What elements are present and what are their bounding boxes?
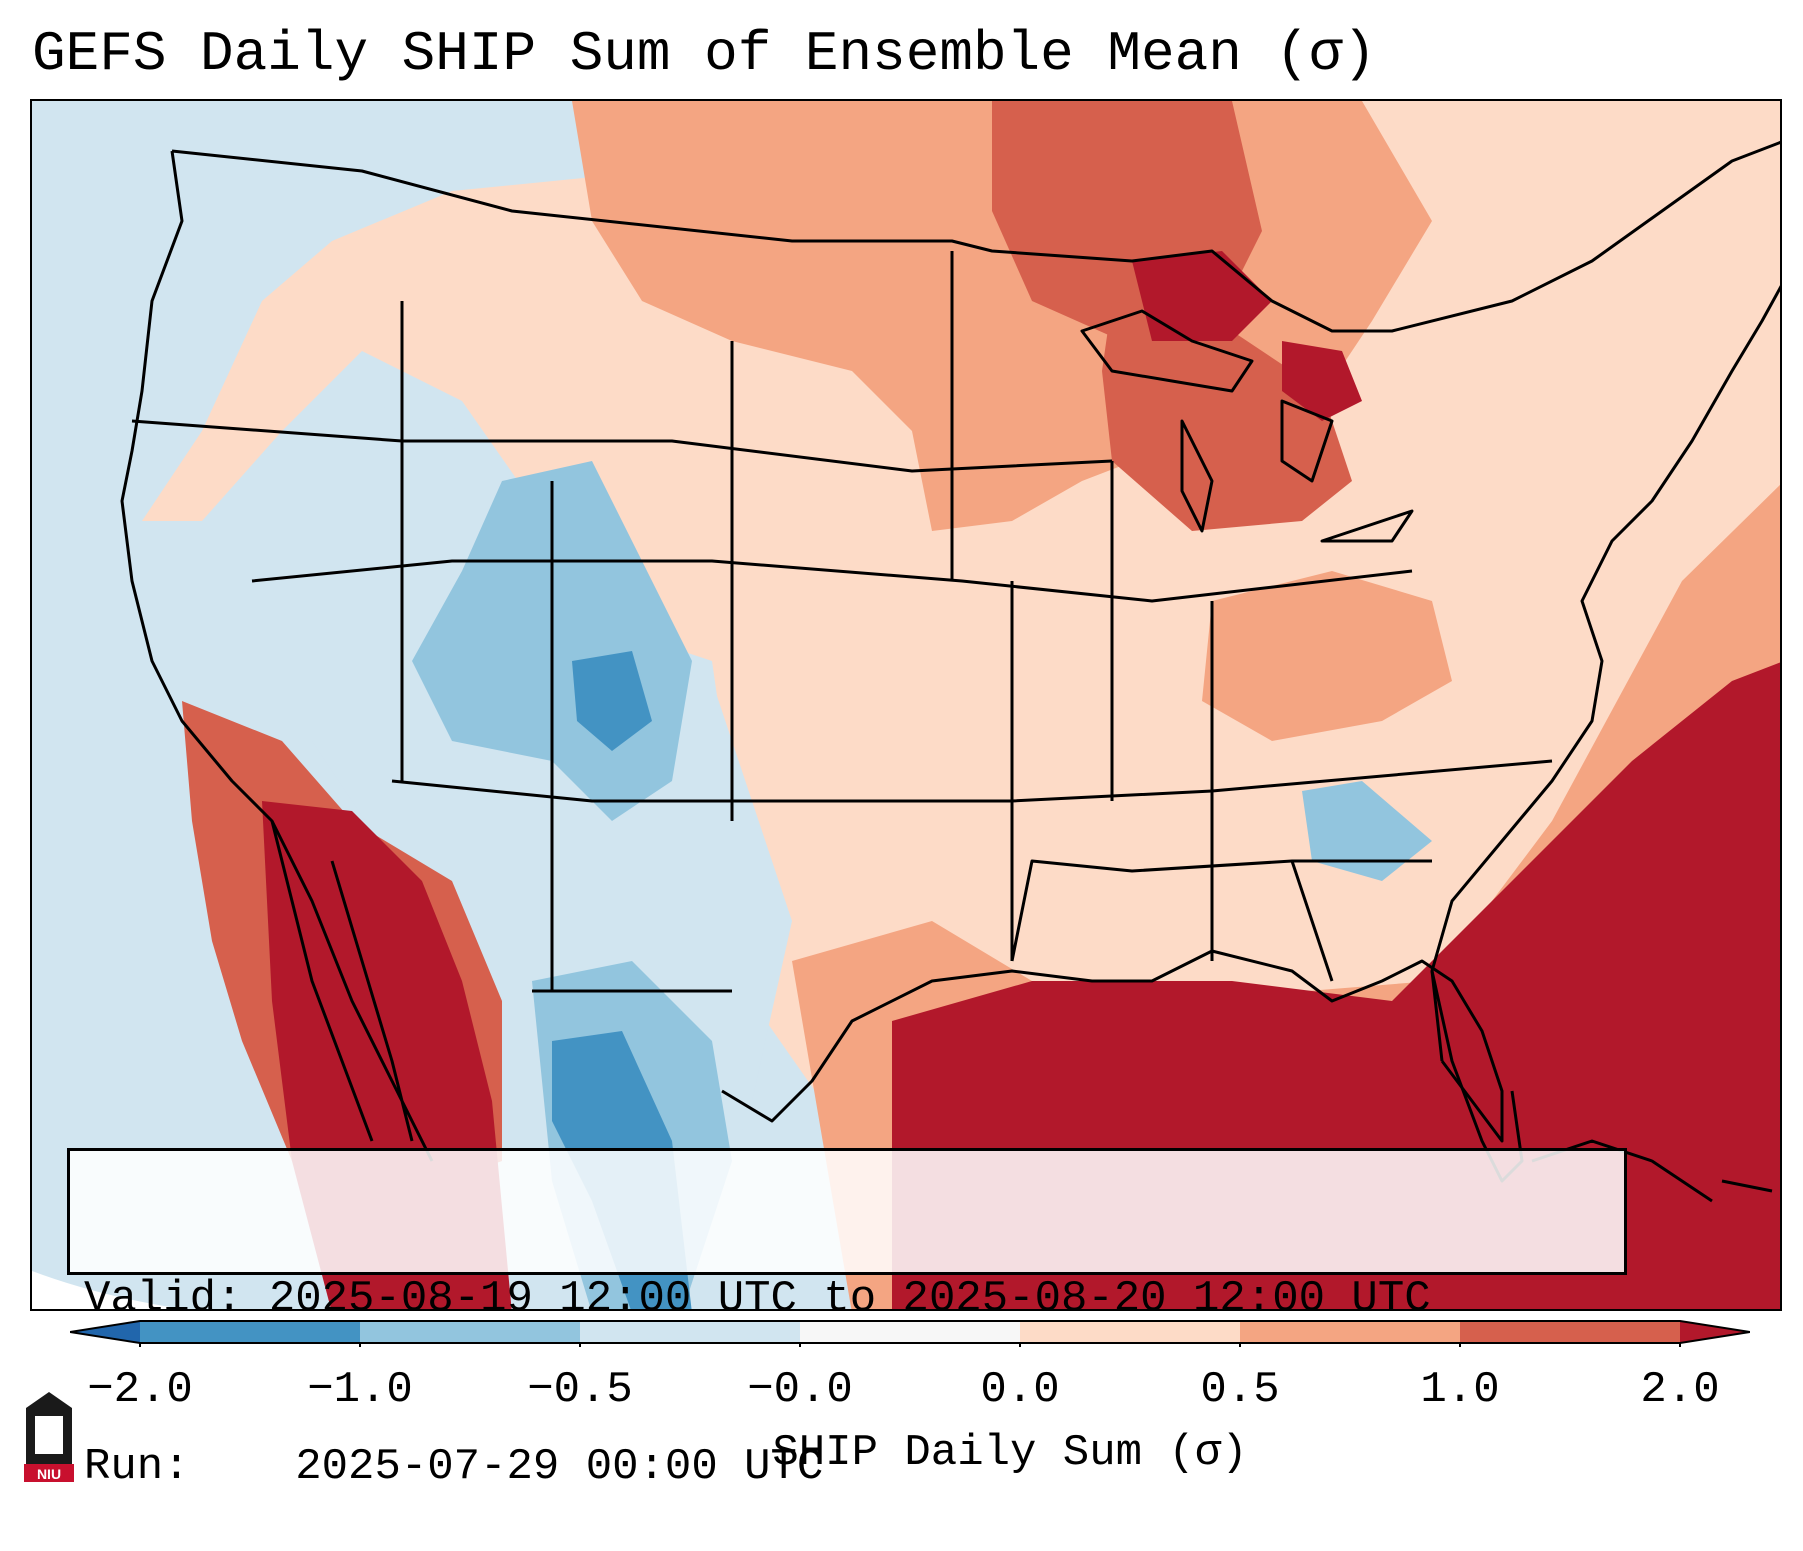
state-line-gulf [532, 859, 1432, 993]
logo-banner [24, 1464, 74, 1482]
colorbar-segment [1460, 1321, 1681, 1343]
colorbar-tick-label: −2.0 [87, 1365, 193, 1415]
west-coast [120, 150, 374, 1142]
logo-window-icon [35, 1416, 63, 1454]
anomaly-positive-moderate-ohio [1202, 571, 1452, 741]
map-canvas [32, 101, 1780, 1309]
colorbar-extend-low [70, 1321, 140, 1343]
colorbar-segment [800, 1321, 1021, 1343]
colorbar-segment [580, 1321, 801, 1343]
valid-line: Valid: 2025-08-19 12:00 UTC to 2025-08-2… [84, 1271, 1624, 1327]
anomaly-positive-extreme-huron [1282, 341, 1362, 421]
colorbar-label: SHIP Daily Sum (σ) [772, 1428, 1248, 1478]
colorbar-segment [140, 1321, 361, 1343]
colorbar-tick-label: −0.0 [747, 1365, 853, 1415]
colorbar-tick-label: −1.0 [307, 1365, 413, 1415]
gulf-coast [721, 949, 1504, 1143]
state-line-southern [391, 759, 1553, 803]
missing-data-region [32, 1271, 183, 1309]
anomaly-negative-southeast [1302, 781, 1432, 881]
us-canada-border [171, 140, 1780, 333]
valid-label: Valid: [84, 1274, 243, 1324]
east-coast [1430, 285, 1780, 1062]
mexico-coast [270, 820, 434, 1162]
validity-info-box: Valid: 2025-08-19 12:00 UTC to 2025-08-2… [67, 1148, 1627, 1492]
colorbar [70, 1320, 1750, 1347]
run-label: Run: [84, 1442, 190, 1492]
niu-logo: NIU [24, 1392, 74, 1482]
colorbar-tick-label: −0.5 [527, 1365, 633, 1415]
chart-title: GEFS Daily SHIP Sum of Ensemble Mean (σ) [32, 22, 1377, 86]
colorbar-tick-label: 1.0 [1420, 1365, 1500, 1415]
logo-text: NIU [37, 1466, 61, 1482]
valid-value: 2025-08-19 12:00 UTC to 2025-08-20 12:00… [268, 1274, 1431, 1324]
state-line-meridional [400, 251, 1334, 991]
state-line-northern [131, 419, 1113, 473]
anomaly-negative-strong-colorado [572, 651, 652, 751]
colorbar-tick-label: 2.0 [1640, 1365, 1720, 1415]
colorbar-extend-high [1680, 1321, 1750, 1343]
state-line-central [251, 559, 1413, 603]
colorbar-tick-label: 0.5 [1200, 1365, 1280, 1415]
great-lakes-outline [1080, 309, 1414, 543]
colorbar-tick-label: 0.0 [980, 1365, 1060, 1415]
colorbar-segment [1020, 1321, 1241, 1343]
anomaly-positive-extreme-gulf [892, 662, 1780, 1309]
map-panel [30, 99, 1782, 1311]
colorbar-segment [360, 1321, 581, 1343]
anomaly-positive-strong-lakes [1102, 301, 1352, 531]
run-line: Run: 2025-07-29 00:00 UTC [84, 1439, 1624, 1495]
coastline-and-borders [120, 140, 1780, 1203]
colorbar-segment [1240, 1321, 1461, 1343]
run-value: 2025-07-29 00:00 UTC [295, 1442, 824, 1492]
